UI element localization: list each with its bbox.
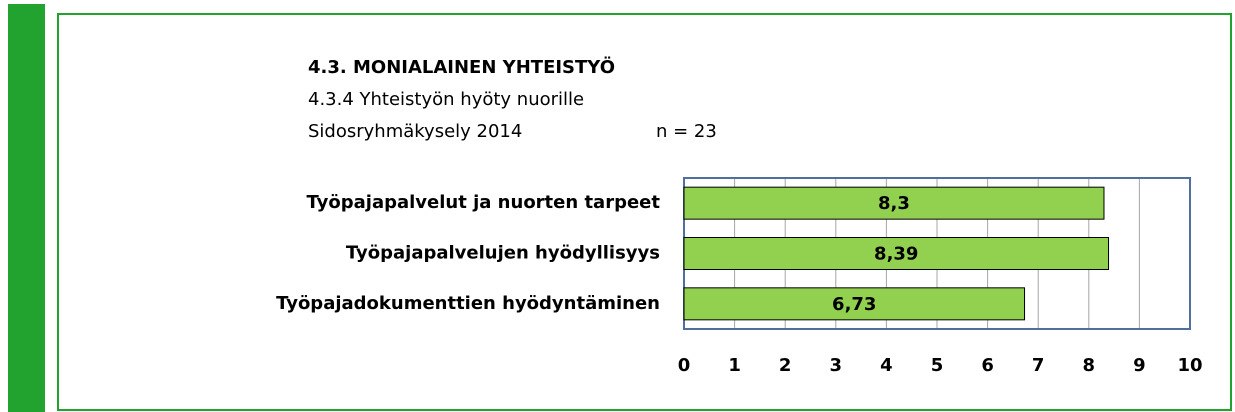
x-tick-label: 8 [1083, 355, 1096, 376]
x-tick-label: 2 [779, 355, 792, 376]
x-tick-label: 5 [931, 355, 944, 376]
bar [683, 237, 1110, 270]
x-tick-label: 7 [1032, 355, 1045, 376]
value-label: 6,73 [832, 294, 876, 315]
subtitle: 4.3.4 Yhteistyön hyöty nuorille [308, 89, 584, 110]
x-tick-label: 4 [880, 355, 893, 376]
chart-title: 4.3. MONIALAINEN YHTEISTYÖ [308, 56, 615, 78]
value-label: 8,39 [874, 244, 918, 265]
category-label: Työpajapalvelujen hyödyllisyys [346, 243, 660, 264]
side-stripe [8, 4, 45, 412]
x-tick-label: 0 [678, 355, 691, 376]
x-tick-label: 9 [1133, 355, 1146, 376]
bar [683, 287, 1026, 321]
x-tick-label: 1 [728, 355, 741, 376]
x-tick-label: 6 [981, 355, 994, 376]
annotation: n = 23 [656, 121, 717, 142]
category-label: Työpajapalvelut ja nuorten tarpeet [307, 192, 661, 213]
bar [683, 186, 1105, 220]
survey: Sidosryhmäkysely 2014 [308, 121, 522, 142]
value-label: 8,3 [878, 193, 910, 214]
x-tick-label: 3 [830, 355, 843, 376]
frame [57, 13, 1232, 411]
x-tick-label: 10 [1177, 355, 1202, 376]
category-label: Työpajadokumenttien hyödyntäminen [276, 293, 660, 314]
